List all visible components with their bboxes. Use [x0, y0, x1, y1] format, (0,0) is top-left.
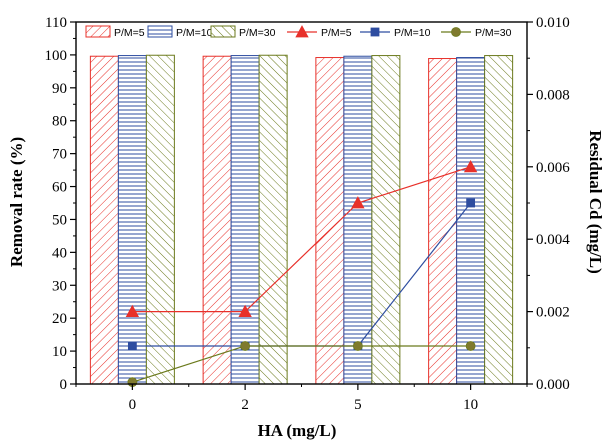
y-tick-label: 30 — [52, 278, 67, 294]
axes-layer: 01020304050607080901001100.0000.0020.004… — [45, 15, 571, 413]
y-tick-label: 60 — [52, 180, 67, 196]
legend: P/M=5 P/M=10 P/M=30 P/M=5 P/M=10 P/M=30 — [85, 25, 512, 39]
y2-tick-label: 0.010 — [536, 15, 570, 31]
bar-p-m-10-2 — [230, 55, 260, 385]
y-tick-label: 100 — [45, 48, 68, 64]
bar-p-m-30-5 — [371, 55, 401, 385]
y-axis-title: Removal rate (%) — [7, 137, 26, 267]
bar-p-m-30-0 — [145, 54, 175, 385]
legend-swatch-marker — [370, 27, 380, 37]
y2-tick-label: 0.000 — [536, 377, 570, 393]
legend-swatch-bar — [210, 25, 236, 38]
point-p-m-30-5 — [352, 341, 363, 351]
bar-p-m-10-5 — [343, 55, 373, 385]
line-p-m-10 — [132, 202, 472, 347]
bar-p-m-5-10 — [428, 58, 458, 385]
y-tick-label: 80 — [52, 114, 67, 130]
line-p-m-5 — [132, 166, 471, 313]
point-p-m-5-10 — [463, 159, 478, 173]
bar-p-m-10-10 — [456, 57, 486, 385]
y2-tick-label: 0.004 — [536, 232, 570, 248]
legend-swatch-marker — [451, 27, 461, 37]
point-p-m-5-0 — [125, 304, 140, 318]
point-p-m-5-5 — [351, 196, 365, 209]
point-p-m-30-10 — [465, 341, 476, 351]
bar-p-m-5-0 — [89, 55, 119, 385]
bar-p-m-30-10 — [484, 55, 514, 385]
x-tick-label: 2 — [241, 397, 249, 413]
legend-label: P/M=30 — [475, 27, 512, 39]
bar-p-m-10-0 — [117, 55, 147, 385]
point-p-m-10-10 — [466, 198, 476, 208]
y-tick-label: 40 — [52, 245, 67, 261]
y-tick-label: 50 — [52, 212, 67, 228]
y-tick-label: 90 — [52, 81, 67, 97]
legend-label: P/M=10 — [176, 27, 213, 39]
y-tick-label: 70 — [52, 147, 67, 163]
x-tick-label: 5 — [354, 397, 362, 413]
y2-tick-label: 0.006 — [536, 160, 570, 176]
y2-axis-title: Residual Cd (mg/L) — [586, 130, 603, 274]
y2-tick-label: 0.008 — [536, 87, 570, 103]
bars-layer — [89, 54, 514, 385]
bar-p-m-30-2 — [258, 54, 288, 385]
x-tick-label: 0 — [129, 397, 137, 413]
legend-label: P/M=5 — [321, 27, 352, 39]
legend-swatch-bar — [147, 25, 173, 38]
legend-label: P/M=5 — [114, 27, 145, 39]
x-tick-label: 10 — [463, 397, 478, 413]
y2-tick-label: 0.002 — [536, 305, 570, 321]
legend-label: P/M=30 — [239, 27, 276, 39]
legend-swatch-bar — [85, 25, 111, 38]
legend-label: P/M=10 — [394, 27, 431, 39]
y-tick-label: 0 — [60, 377, 68, 393]
point-p-m-10-0 — [127, 341, 137, 351]
y-tick-label: 10 — [52, 344, 67, 360]
lines-layer — [125, 159, 478, 388]
y-tick-label: 20 — [52, 311, 67, 327]
point-p-m-5-2 — [238, 304, 252, 318]
legend-swatch-marker — [295, 25, 309, 38]
x-axis-title: HA (mg/L) — [258, 421, 337, 440]
point-p-m-30-2 — [240, 341, 251, 351]
bar-p-m-5-2 — [202, 55, 232, 385]
line-p-m-30 — [132, 345, 471, 383]
y-tick-label: 110 — [45, 15, 67, 31]
